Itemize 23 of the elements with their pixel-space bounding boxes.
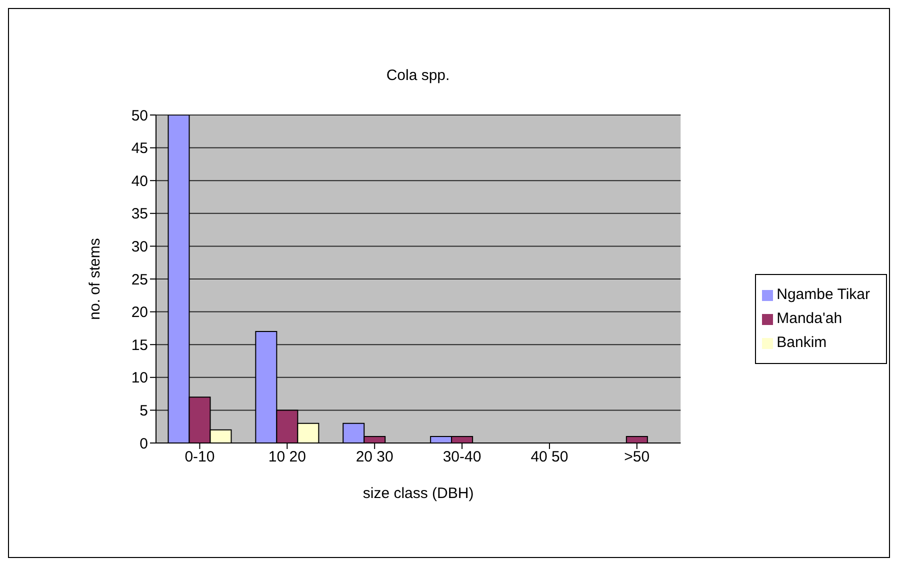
x-tick-label: 20 30 bbox=[356, 448, 394, 466]
y-tick-label: 45 bbox=[131, 140, 148, 158]
legend-label: Ngambe Tikar bbox=[776, 286, 870, 303]
legend-label: Bankim bbox=[776, 334, 827, 351]
chart-title: Cola spp. bbox=[385, 67, 451, 84]
y-tick-label: 40 bbox=[131, 172, 148, 190]
x-tick-label: 30-40 bbox=[442, 448, 482, 466]
x-tick-label: 10 20 bbox=[268, 448, 306, 466]
x-tick-label: >50 bbox=[624, 448, 650, 466]
y-tick-label: 20 bbox=[131, 304, 148, 322]
y-tick-label: 25 bbox=[131, 271, 148, 288]
y-tick-label: 15 bbox=[131, 336, 148, 354]
y-tick-label: 50 bbox=[131, 107, 148, 124]
x-axis-title: size class (DBH) bbox=[362, 485, 474, 502]
y-tick-label: 5 bbox=[140, 402, 148, 420]
y-tick-label: 35 bbox=[131, 206, 148, 223]
x-tick-label: 40 50 bbox=[530, 448, 568, 466]
y-axis-title: no. of stems bbox=[86, 238, 104, 320]
legend-label: Manda'ah bbox=[776, 310, 842, 327]
y-tick-label: 30 bbox=[131, 238, 148, 256]
x-tick-label: 0-10 bbox=[184, 448, 215, 466]
y-tick-label: 10 bbox=[131, 370, 148, 387]
y-tick-label: 0 bbox=[140, 435, 148, 452]
